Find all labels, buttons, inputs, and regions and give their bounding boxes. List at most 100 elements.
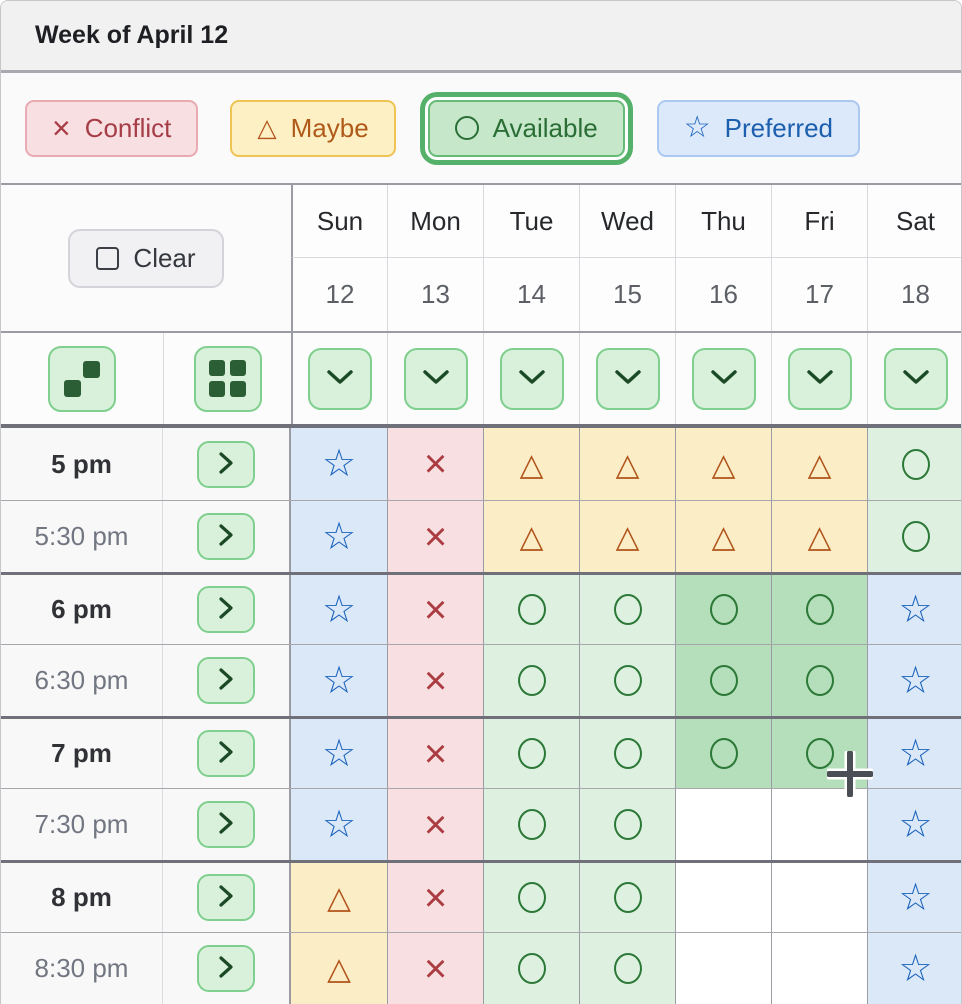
slot-cell-wed[interactable]: △ [579,428,675,500]
slot-cell-tue[interactable] [483,719,579,788]
slot-cell-mon[interactable]: × [387,789,483,860]
time-label: 5:30 pm [1,501,163,572]
time-grid: 5 pm ☆ × △ △ △ △ 5:30 pm ☆ × △ △ △ △ 6 pm ☆ × ☆ 6:30 pm ☆ × ☆… [1,428,961,1004]
slot-cell-sun[interactable]: △ [291,933,387,1004]
row-fill-button[interactable] [197,801,255,848]
slot-cell-mon[interactable]: × [387,719,483,788]
star-icon: ☆ [898,947,933,990]
row-fill-cell [163,789,291,860]
slot-cell-tue[interactable] [483,645,579,716]
slot-cell-mon[interactable]: × [387,575,483,644]
day-expand-button-mon[interactable] [403,347,468,410]
slot-cell-sat[interactable] [867,428,961,500]
x-icon: × [423,875,448,920]
slot-cell-tue[interactable] [483,933,579,1004]
slot-cell-fri[interactable] [771,719,867,788]
slot-cell-thu[interactable] [675,719,771,788]
row-fill-button[interactable] [197,657,255,704]
chevron-down-icon [326,368,354,389]
slot-cell-sun[interactable]: ☆ [291,789,387,860]
slot-cell-mon[interactable]: × [387,645,483,716]
slot-cell-fri[interactable] [771,933,867,1004]
row-fill-button[interactable] [197,874,255,921]
partial-select-button[interactable] [48,345,116,412]
slot-cell-wed[interactable] [579,719,675,788]
slot-cell-sun[interactable]: ☆ [291,428,387,500]
slot-cell-sat[interactable]: ☆ [867,575,961,644]
slot-cell-thu[interactable]: △ [675,428,771,500]
circle-icon [613,809,642,840]
star-icon: ☆ [898,876,933,919]
select-all-button[interactable] [193,345,262,412]
legend-button-maybe[interactable]: △ Maybe [230,99,396,157]
slot-cell-sun[interactable]: ☆ [291,501,387,572]
slot-cell-sat[interactable]: ☆ [867,863,961,932]
slot-cell-sun[interactable]: ☆ [291,575,387,644]
slot-cell-thu[interactable] [675,575,771,644]
slot-cell-sat[interactable]: ☆ [867,933,961,1004]
day-expand-button-wed[interactable] [595,347,660,410]
day-expand-button-tue[interactable] [499,347,564,410]
day-date-wed: 15 [579,258,675,331]
circle-icon [613,953,642,984]
slot-cell-fri[interactable]: △ [771,501,867,572]
day-expand-button-sat[interactable] [883,347,948,410]
slot-cell-tue[interactable] [483,789,579,860]
slot-cell-mon[interactable]: × [387,428,483,500]
clear-button[interactable]: Clear [68,228,224,288]
row-fill-button[interactable] [197,440,255,488]
time-label: 7 pm [1,719,163,788]
slot-cell-thu[interactable] [675,863,771,932]
legend-button-conflict[interactable]: × Conflict [25,99,199,157]
slot-cell-tue[interactable]: △ [483,501,579,572]
day-name-thu: Thu [675,185,771,258]
slot-cell-wed[interactable] [579,933,675,1004]
day-expand-button-thu[interactable] [691,347,756,410]
legend-button-available[interactable]: Available [427,99,625,157]
slot-cell-fri[interactable] [771,645,867,716]
day-expand-button-fri[interactable] [787,347,852,410]
time-row: 5:30 pm ☆ × △ △ △ △ [1,500,961,572]
day-name-wed: Wed [579,185,675,258]
slot-cell-mon[interactable]: × [387,863,483,932]
legend-button-preferred[interactable]: ☆ Preferred [656,99,861,157]
day-name-tue: Tue [483,185,579,258]
triangle-icon: △ [327,880,351,915]
row-fill-button[interactable] [197,586,255,633]
slot-cell-sat[interactable]: ☆ [867,719,961,788]
legend-label-preferred: Preferred [724,112,834,143]
slot-cell-mon[interactable]: × [387,501,483,572]
slot-cell-wed[interactable] [579,863,675,932]
slot-cell-fri[interactable]: △ [771,428,867,500]
slot-cell-sun[interactable]: ☆ [291,645,387,716]
slot-cell-sat[interactable] [867,501,961,572]
circle-icon [517,809,546,840]
day-expand-button-sun[interactable] [308,347,372,410]
slot-cell-fri[interactable] [771,789,867,860]
slot-cell-tue[interactable]: △ [483,428,579,500]
time-label: 8 pm [1,863,163,932]
slot-cell-sun[interactable]: ☆ [291,719,387,788]
slot-cell-wed[interactable] [579,575,675,644]
chevron-right-icon [218,451,234,478]
slot-cell-tue[interactable] [483,575,579,644]
slot-cell-sat[interactable]: ☆ [867,645,961,716]
slot-cell-fri[interactable] [771,575,867,644]
slot-cell-wed[interactable] [579,645,675,716]
x-icon: × [423,946,448,991]
row-fill-button[interactable] [197,945,255,992]
slot-cell-sun[interactable]: △ [291,863,387,932]
slot-cell-sat[interactable]: ☆ [867,789,961,860]
slot-cell-thu[interactable] [675,789,771,860]
row-fill-button[interactable] [197,513,255,560]
chevron-down-icon [710,368,738,389]
slot-cell-wed[interactable] [579,789,675,860]
slot-cell-fri[interactable] [771,863,867,932]
slot-cell-tue[interactable] [483,863,579,932]
slot-cell-thu[interactable] [675,645,771,716]
row-fill-button[interactable] [197,730,255,777]
slot-cell-wed[interactable]: △ [579,501,675,572]
slot-cell-mon[interactable]: × [387,933,483,1004]
slot-cell-thu[interactable]: △ [675,501,771,572]
slot-cell-thu[interactable] [675,933,771,1004]
